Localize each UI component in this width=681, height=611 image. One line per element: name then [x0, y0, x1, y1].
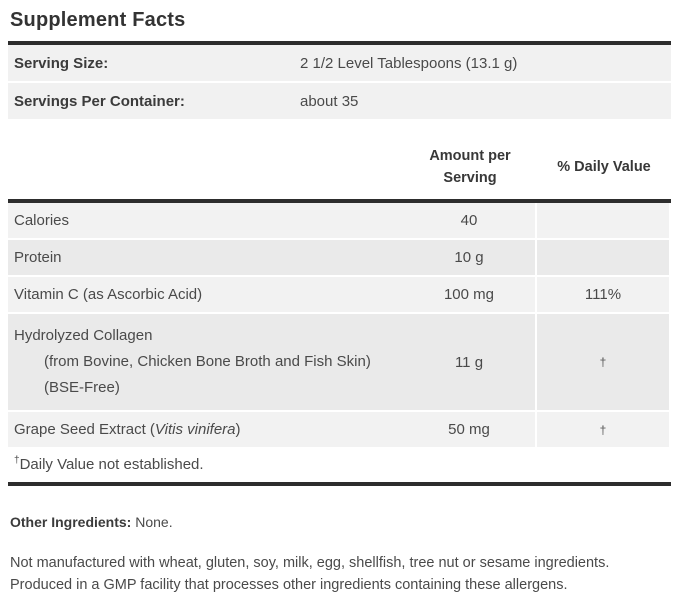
divider-bar-header [8, 199, 671, 203]
row-daily-value [537, 240, 669, 275]
row-name: Hydrolyzed Collagen (from Bovine, Chicke… [8, 314, 403, 410]
table-row-hydrolyzed-collagen: Hydrolyzed Collagen (from Bovine, Chicke… [8, 314, 671, 410]
row-amount: 100 mg [403, 277, 537, 312]
allergen-note: Not manufactured with wheat, gluten, soy… [10, 555, 610, 593]
panel-title: Supplement Facts [10, 9, 186, 31]
row-amount: 50 mg [403, 412, 537, 447]
row-daily-value: † [537, 412, 669, 447]
other-ingredients-value: None. [135, 514, 173, 530]
divider-bar-top [8, 41, 671, 45]
table-row-protein: Protein 10 g [8, 240, 671, 275]
servings-per-container-label: Servings Per Container: [14, 92, 185, 110]
divider-bar-bottom [8, 482, 671, 486]
servings-per-container-row: Servings Per Container: about 35 [8, 83, 671, 119]
row-amount: 40 [403, 203, 537, 238]
row-daily-value: 111% [537, 277, 669, 312]
other-ingredients-label: Other Ingredients: [10, 514, 132, 530]
ingredient-name-suffix: ) [235, 421, 241, 438]
ingredient-name-prefix: Grape Seed Extract ( [14, 421, 155, 438]
row-daily-value: † [537, 314, 669, 410]
row-name: Protein [8, 240, 403, 275]
dagger-symbol: † [14, 455, 20, 466]
amount-per-serving-header: Amount per Serving [429, 148, 511, 186]
servings-per-container-value: about 35 [300, 92, 359, 110]
row-name: Calories [8, 203, 403, 238]
ingredient-detail: (from Bovine, Chicken Bone Broth and Fis… [44, 353, 371, 396]
percent-daily-value-header: % Daily Value [557, 159, 651, 175]
ingredient-latin-name: Vitis vinifera [154, 421, 236, 438]
serving-size-value: 2 1/2 Level Tablespoons (13.1 g) [300, 54, 518, 72]
row-amount: 11 g [403, 314, 537, 410]
table-row-calories: Calories 40 [8, 203, 671, 238]
column-headers: Amount per Serving % Daily Value [8, 145, 671, 189]
ingredient-name: Hydrolyzed Collagen [14, 327, 153, 344]
row-name: Vitamin C (as Ascorbic Acid) [8, 277, 403, 312]
row-name: Grape Seed Extract (Vitis vinifera) [8, 412, 403, 447]
daily-value-footnote: †Daily Value not established. [8, 447, 671, 482]
facts-table: Calories 40 Protein 10 g Vitamin C (as A… [8, 203, 671, 482]
serving-size-row: Serving Size: 2 1/2 Level Tablespoons (1… [8, 45, 671, 81]
serving-size-label: Serving Size: [14, 54, 109, 72]
supplement-facts-panel: Supplement Facts Serving Size: 2 1/2 Lev… [8, 0, 671, 596]
row-daily-value [537, 203, 669, 238]
table-row-grape-seed-extract: Grape Seed Extract (Vitis vinifera) 50 m… [8, 412, 671, 447]
row-amount: 10 g [403, 240, 537, 275]
serving-info-table: Serving Size: 2 1/2 Level Tablespoons (1… [8, 45, 671, 119]
other-ingredients-line: Other Ingredients: None. [8, 514, 671, 530]
table-row-vitamin-c: Vitamin C (as Ascorbic Acid) 100 mg 111% [8, 277, 671, 312]
